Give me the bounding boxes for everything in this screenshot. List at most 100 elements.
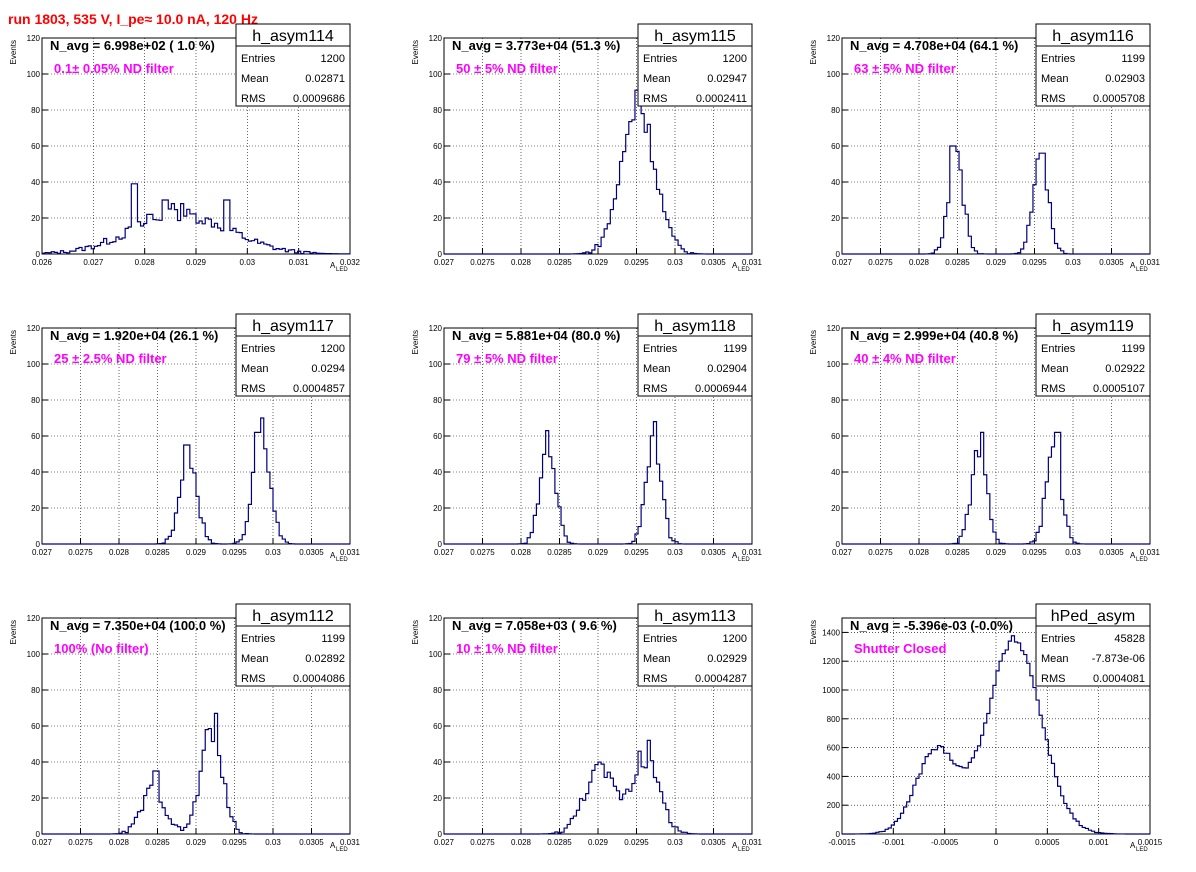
- y-tick-label: 1000: [822, 686, 840, 695]
- y-tick-label: 600: [827, 744, 841, 753]
- filter-annotation: 40 ± 4% ND filter: [854, 351, 956, 366]
- y-tick-label: 100: [27, 360, 41, 369]
- x-tick-label: 0.0295: [624, 258, 649, 267]
- y-tick-label: 400: [827, 772, 841, 781]
- histogram-panel-h_asym114: 0.026 0.027 0.028 0.029 0.03 0.031 0.032 0 20 40 6…: [9, 23, 361, 273]
- x-tick-label: 0.0305: [701, 838, 726, 847]
- y-tick-label: 100: [27, 650, 41, 659]
- x-tick-label: 0.029: [186, 258, 207, 267]
- x-tick-label: -0.001: [882, 838, 905, 847]
- stat-label: RMS: [643, 93, 667, 105]
- stats-box: [1035, 335, 1151, 397]
- stat-label: RMS: [241, 673, 265, 685]
- x-tick-label: 0.031: [742, 258, 763, 267]
- histogram-line: [842, 431, 1150, 545]
- x-tick-label: 0.0275: [470, 548, 495, 557]
- y-tick-label: 60: [831, 432, 840, 441]
- histogram-name: h_asym113: [654, 608, 736, 625]
- y-axis-label: Events: [9, 620, 18, 644]
- y-axis-label: Events: [9, 40, 18, 64]
- histogram-line: [42, 417, 350, 545]
- filter-annotation: 79 ± 5% ND filter: [456, 351, 558, 366]
- x-axis-label-subscript: LED: [336, 267, 348, 273]
- stat-value: 0.0002411: [696, 93, 747, 105]
- x-tick-label: 0.0285: [547, 548, 572, 557]
- y-tick-label: 40: [831, 178, 840, 187]
- x-tick-label: 0.031: [1140, 258, 1161, 267]
- stat-label: Entries: [643, 343, 678, 355]
- navg-label: N_avg = 7.058e+03 ( 9.6 %): [452, 618, 617, 633]
- histogram-line: [842, 635, 1150, 835]
- y-tick-label: 60: [831, 142, 840, 151]
- x-tick-label: 0.029: [588, 258, 609, 267]
- stat-label: Mean: [643, 363, 671, 375]
- stat-value: 0.0006944: [695, 383, 747, 395]
- x-axis-label-subscript: LED: [1136, 267, 1148, 273]
- stat-label: Mean: [241, 653, 269, 665]
- stat-value: 0.02929: [707, 653, 747, 665]
- x-tick-label: 0.027: [832, 258, 853, 267]
- y-tick-label: 120: [827, 324, 841, 333]
- histogram-panel-h_asym115: 0.027 0.0275 0.028 0.0285 0.029 0.0295 0.03 0.0…: [411, 23, 763, 273]
- filter-annotation: 25 ± 2.5% ND filter: [54, 351, 167, 366]
- stats-box: [1035, 625, 1151, 687]
- y-tick-label: 20: [31, 214, 40, 223]
- stat-value: 0.02904: [707, 363, 747, 375]
- y-tick-label: 1400: [822, 628, 840, 637]
- stat-label: Mean: [1041, 363, 1069, 375]
- y-tick-label: 60: [31, 432, 40, 441]
- x-tick-label: 0: [994, 838, 999, 847]
- histogram-name: h_asym114: [252, 28, 334, 45]
- navg-label: N_avg = 7.350e+04 (100.0 %): [50, 618, 226, 633]
- histogram-name: h_asym116: [1052, 28, 1134, 45]
- y-tick-label: 60: [433, 722, 442, 731]
- y-tick-label: 0: [438, 540, 443, 549]
- filter-annotation: 100% (No filter): [54, 641, 149, 656]
- x-tick-label: 0.0305: [1099, 548, 1124, 557]
- x-axis-label: A: [330, 841, 336, 850]
- histogram-name: h_asym112: [252, 608, 334, 625]
- x-axis-label-subscript: LED: [336, 847, 348, 853]
- y-tick-label: 120: [27, 324, 41, 333]
- filter-annotation: 0.1± 0.05% ND filter: [54, 61, 174, 76]
- y-tick-label: 0: [36, 250, 41, 259]
- x-tick-label: 0.03: [667, 838, 683, 847]
- x-tick-label: 0.027: [434, 838, 455, 847]
- y-tick-label: 100: [827, 70, 841, 79]
- stat-label: Entries: [1041, 343, 1076, 355]
- x-tick-label: 0.027: [434, 548, 455, 557]
- y-tick-label: 80: [31, 396, 40, 405]
- x-tick-label: 0.028: [109, 838, 130, 847]
- x-tick-label: -0.0015: [828, 838, 856, 847]
- histogram-name: h_asym118: [654, 318, 736, 335]
- y-tick-label: 80: [433, 396, 442, 405]
- stat-value: 0.0004857: [293, 383, 345, 395]
- stat-value: 1200: [321, 343, 345, 355]
- x-tick-label: 0.028: [135, 258, 156, 267]
- x-tick-label: 0.03: [667, 548, 683, 557]
- stat-value: 1200: [321, 53, 345, 65]
- y-tick-label: 40: [31, 178, 40, 187]
- x-tick-label: 0.0275: [470, 838, 495, 847]
- y-tick-label: 80: [831, 106, 840, 115]
- stat-label: Entries: [241, 633, 276, 645]
- stat-label: RMS: [643, 673, 667, 685]
- y-tick-label: 100: [429, 70, 443, 79]
- y-tick-label: 0: [836, 250, 841, 259]
- stats-box: [1035, 45, 1151, 107]
- navg-label: N_avg = 3.773e+04 (51.3 %): [452, 38, 620, 53]
- y-tick-label: 40: [831, 468, 840, 477]
- stats-box: [235, 625, 351, 687]
- y-tick-label: 80: [31, 686, 40, 695]
- stats-box: [637, 625, 753, 687]
- x-tick-label: 0.027: [32, 838, 53, 847]
- y-tick-label: 40: [31, 468, 40, 477]
- x-tick-label: 0.0295: [1022, 548, 1047, 557]
- histogram-panel-h_asym118: 0.027 0.0275 0.028 0.0285 0.029 0.0295 0.03 0.0…: [411, 313, 763, 563]
- x-tick-label: 0.028: [909, 548, 930, 557]
- y-tick-label: 60: [433, 142, 442, 151]
- x-axis-label: A: [330, 551, 336, 560]
- y-tick-label: 120: [27, 614, 41, 623]
- x-tick-label: 0.027: [434, 258, 455, 267]
- y-tick-label: 100: [27, 70, 41, 79]
